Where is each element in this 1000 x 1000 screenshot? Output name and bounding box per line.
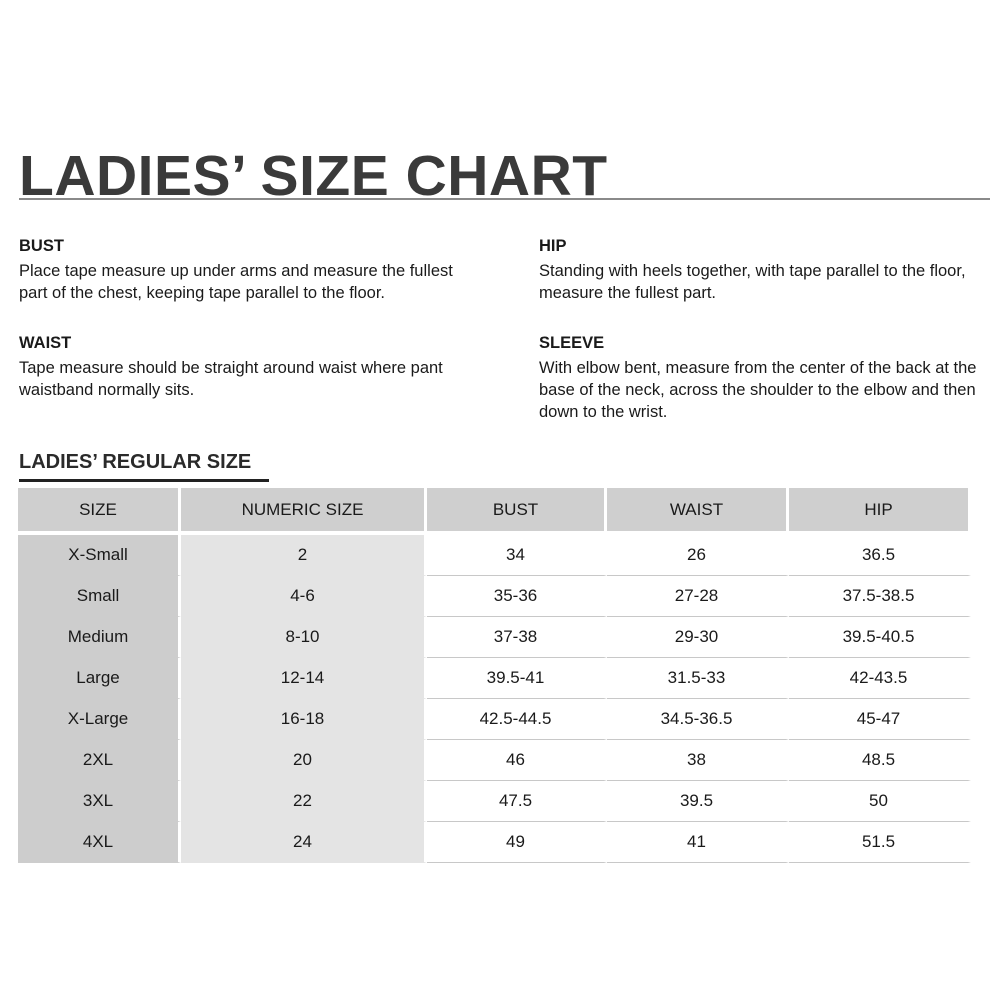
table-cell: 20 [181, 740, 427, 781]
table-cell: 37-38 [427, 617, 607, 658]
table-cell: X-Small [18, 535, 181, 576]
table-cell: 4XL [18, 822, 181, 863]
table-cell: 45-47 [789, 699, 971, 740]
table-row: X-Large 16-18 42.5-44.5 34.5-36.5 45-47 [18, 699, 971, 740]
page-title: LADIES’ SIZE CHART [19, 144, 608, 208]
sleeve-instruction: SLEEVE With elbow bent, measure from the… [539, 332, 1000, 423]
table-cell: 4-6 [181, 576, 427, 617]
table-cell: 24 [181, 822, 427, 863]
table-cell: 2 [181, 535, 427, 576]
table-row: X-Small 2 34 26 36.5 [18, 535, 971, 576]
table-cell: 42.5-44.5 [427, 699, 607, 740]
instruction-text: Standing with heels together, with tape … [539, 262, 966, 302]
table-cell: 2XL [18, 740, 181, 781]
instruction-text: Place tape measure up under arms and mea… [19, 262, 453, 302]
table-cell: 16-18 [181, 699, 427, 740]
hip-instruction: HIP Standing with heels together, with t… [539, 235, 1000, 304]
table-cell: Small [18, 576, 181, 617]
column-header: WAIST [607, 488, 789, 535]
table-row: 3XL 22 47.5 39.5 50 [18, 781, 971, 822]
table-cell: 49 [427, 822, 607, 863]
table-row: 4XL 24 49 41 51.5 [18, 822, 971, 863]
table-cell: 27-28 [607, 576, 789, 617]
table-cell: 34.5-36.5 [607, 699, 789, 740]
instruction-heading: BUST [19, 237, 64, 255]
table-cell: 34 [427, 535, 607, 576]
instruction-text: Tape measure should be straight around w… [19, 359, 443, 399]
table-cell: 46 [427, 740, 607, 781]
table-cell: 39.5-41 [427, 658, 607, 699]
waist-instruction: WAIST Tape measure should be straight ar… [19, 332, 489, 401]
table-cell: 22 [181, 781, 427, 822]
title-divider [19, 198, 990, 200]
table-cell: 39.5-40.5 [789, 617, 971, 658]
table-row: Small 4-6 35-36 27-28 37.5-38.5 [18, 576, 971, 617]
column-header: NUMERIC SIZE [181, 488, 427, 535]
table-title: LADIES’ REGULAR SIZE [19, 451, 252, 473]
table-cell: 35-36 [427, 576, 607, 617]
table-cell: 3XL [18, 781, 181, 822]
table-cell: X-Large [18, 699, 181, 740]
table-cell: Large [18, 658, 181, 699]
table-cell: 37.5-38.5 [789, 576, 971, 617]
table-cell: 8-10 [181, 617, 427, 658]
instruction-text: With elbow bent, measure from the center… [539, 359, 977, 421]
bust-instruction: BUST Place tape measure up under arms an… [19, 235, 489, 304]
table-cell: 29-30 [607, 617, 789, 658]
table-cell: 38 [607, 740, 789, 781]
table-title-underline [19, 479, 269, 482]
column-header: HIP [789, 488, 971, 535]
table-cell: 50 [789, 781, 971, 822]
instruction-heading: WAIST [19, 334, 72, 352]
table-cell: 31.5-33 [607, 658, 789, 699]
table-row: Medium 8-10 37-38 29-30 39.5-40.5 [18, 617, 971, 658]
table-cell: 39.5 [607, 781, 789, 822]
table-row: 2XL 20 46 38 48.5 [18, 740, 971, 781]
table-cell: Medium [18, 617, 181, 658]
table-cell: 47.5 [427, 781, 607, 822]
column-header: BUST [427, 488, 607, 535]
table-cell: 26 [607, 535, 789, 576]
column-header: SIZE [18, 488, 181, 535]
table-cell: 42-43.5 [789, 658, 971, 699]
table-header-row: SIZE NUMERIC SIZE BUST WAIST HIP [18, 488, 971, 535]
table-cell: 48.5 [789, 740, 971, 781]
size-table: SIZE NUMERIC SIZE BUST WAIST HIP X-Small 2 34 2… [18, 488, 971, 863]
table-cell: 36.5 [789, 535, 971, 576]
table-row: Large 12-14 39.5-41 31.5-33 42-43.5 [18, 658, 971, 699]
table-cell: 41 [607, 822, 789, 863]
table-cell: 12-14 [181, 658, 427, 699]
table-cell: 51.5 [789, 822, 971, 863]
instruction-heading: HIP [539, 237, 567, 255]
instruction-heading: SLEEVE [539, 334, 605, 352]
